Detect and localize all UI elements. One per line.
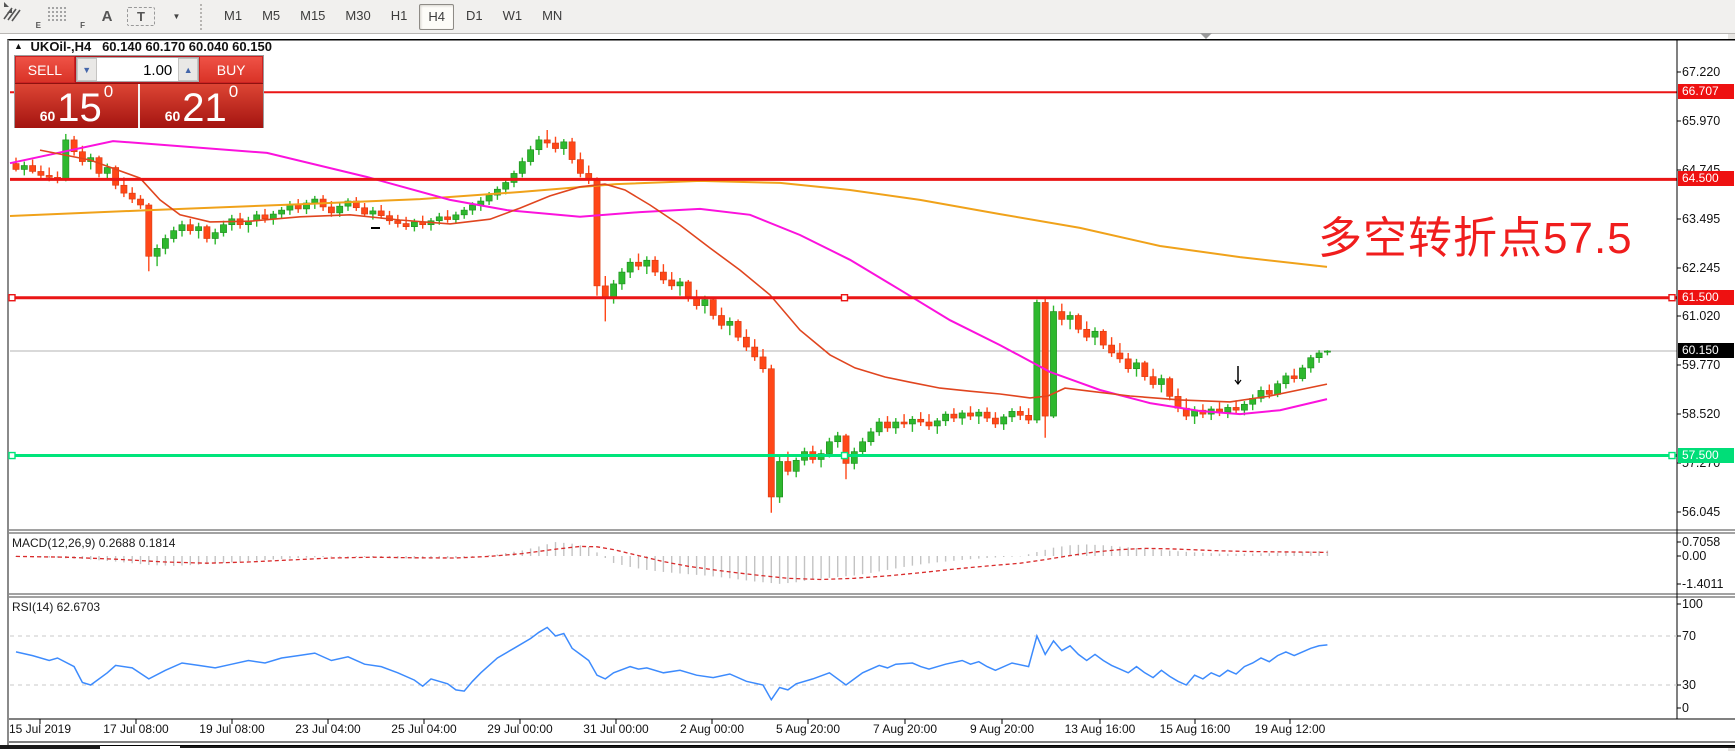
current-price-badge: 60.150 [1678,342,1734,358]
price-axis-label: 63.495 [1682,212,1721,226]
macd-label: MACD(12,26,9) 0.2688 0.1814 [12,536,176,550]
timeframe-button-M15[interactable]: M15 [300,7,326,23]
chart-shift-marker-icon[interactable] [1200,33,1212,39]
rsi-label: RSI(14) 62.6703 [12,600,101,614]
time-axis-label: 19 Jul 08:00 [199,722,265,736]
time-axis-label: 25 Jul 04:00 [391,722,457,736]
macd-signal-line [15,545,1328,581]
price-axis-label: 67.220 [1682,65,1721,79]
price-axis-label: 58.520 [1682,407,1721,421]
price-axis-label: 61.020 [1682,309,1721,323]
time-axis-label: 31 Jul 00:00 [583,722,649,736]
ohlc-readout: 60.140 60.170 60.040 60.150 [102,39,272,54]
one-click-trade-panel: SELL ▼ ▲ BUY 60 15 0 60 21 0 [14,55,264,128]
volume-decrease-button[interactable]: ▼ [76,58,97,81]
volume-input[interactable] [96,58,179,81]
toolbar-separator [200,3,208,30]
text-label-icon[interactable]: T [127,7,155,26]
toolbar: E F A T ▼ M1 M5 M15 M30 H1 H4 D1 W1 MN [0,0,1735,34]
chart-header: ▲ UKOil-,H4 60.140 60.170 60.040 60.150 [14,39,272,54]
ma-mid-magenta [9,140,1328,416]
time-axis-label: 15 Jul 2019 [8,722,72,736]
time-axis-label: 9 Aug 20:00 [969,722,1035,736]
volume-increase-button[interactable]: ▲ [178,58,199,81]
ma-slow-gold [9,179,1328,268]
price-axis-label: 62.245 [1682,261,1721,275]
sell-button[interactable]: SELL [15,56,75,83]
timeframe-buttons: M1 M5 M15 M30 H1 H4 D1 W1 MN [214,3,572,30]
chart-window [7,39,1735,746]
rsi-axis-label: 30 [1682,678,1696,692]
price-axis-label: 65.970 [1682,114,1721,128]
time-axis-label: 15 Aug 16:00 [1159,722,1231,736]
timeframe-button-M1[interactable]: M1 [224,7,243,23]
timeframe-button-H1[interactable]: H1 [390,7,408,23]
time-axis-label: 29 Jul 00:00 [487,722,553,736]
timeframe-button-W1[interactable]: W1 [502,7,523,23]
timeframe-button-MN[interactable]: MN [542,7,563,23]
time-axis-label: 2 Aug 00:00 [679,722,745,736]
bottom-frame-fragment [0,745,100,749]
hline-price-badge: 64.500 [1678,171,1734,187]
timeframe-button-D1[interactable]: D1 [465,7,483,23]
sell-price-display[interactable]: 60 15 0 [15,83,140,128]
rsi-axis-label: 100 [1682,597,1703,611]
text-icon[interactable]: A [101,8,113,25]
time-axis-label: 17 Jul 08:00 [103,722,169,736]
ma-fast-red [39,149,1328,403]
macd-axis-label: -1.4011 [1682,577,1724,591]
symbol-title: UKOil-,H4 [30,39,92,54]
rsi-axis-label: 0 [1682,701,1689,715]
buy-price-display[interactable]: 60 21 0 [164,82,239,130]
timeframe-button-M5[interactable]: M5 [262,7,281,23]
hline-price-badge: 61.500 [1678,289,1734,305]
time-axis-label: 23 Jul 04:00 [295,722,361,736]
volume-stepper: ▼ ▲ [75,57,200,82]
macd-axis-label: 0.7058 [1682,535,1721,549]
rsi-line [15,626,1328,702]
price-axis-label: 59.770 [1682,358,1721,372]
timeframe-button-H4[interactable]: H4 [419,3,454,30]
rsi-axis-label: 70 [1682,629,1696,643]
time-axis-label: 5 Aug 20:00 [775,722,841,736]
hline-price-badge: 66.707 [1678,84,1734,100]
buy-button[interactable]: BUY [199,56,264,83]
bottom-frame-line [180,746,1735,748]
price-axis-label: 56.045 [1682,505,1721,519]
time-axis-label: 7 Aug 20:00 [872,722,938,736]
macd-axis-label: 0.00 [1682,549,1707,563]
collapse-panel-icon[interactable]: ▲ [14,41,23,51]
chart-annotation-text: 多空转折点57.5 [1318,214,1633,263]
timeframe-button-M30[interactable]: M30 [345,7,371,23]
time-axis-label: 19 Aug 12:00 [1254,722,1326,736]
hline-price-badge: 57.500 [1678,447,1734,463]
fibonacci-grid-icon[interactable]: F [45,4,87,30]
time-axis-label: 13 Aug 16:00 [1064,722,1136,736]
arrows-icon[interactable]: ▼ [4,2,193,30]
